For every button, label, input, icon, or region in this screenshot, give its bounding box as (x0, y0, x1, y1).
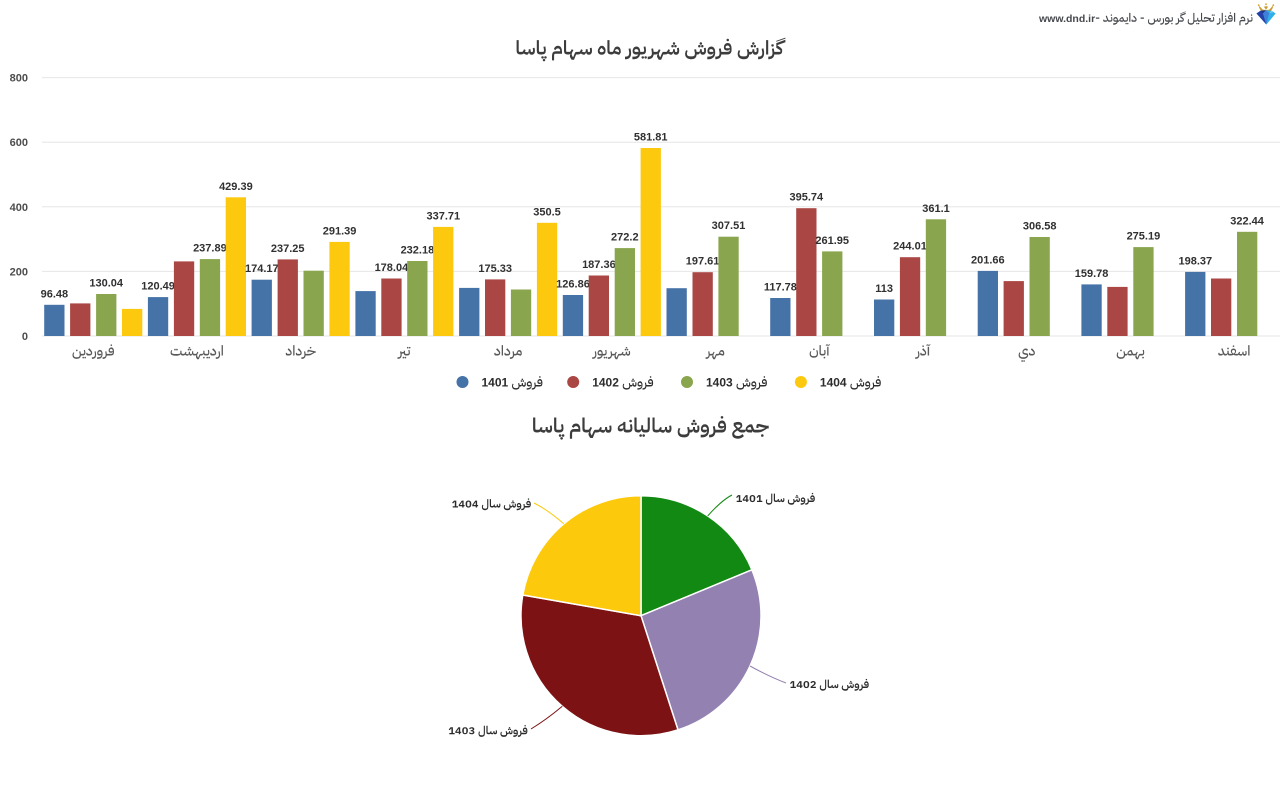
svg-text:159.78: 159.78 (1075, 268, 1109, 280)
svg-text:178.04: 178.04 (375, 262, 410, 274)
svg-text:126.86: 126.86 (556, 279, 590, 291)
svg-text:113: 113 (875, 283, 893, 295)
svg-text:130.04: 130.04 (89, 278, 124, 290)
svg-text:0: 0 (22, 331, 28, 343)
svg-text:1404: 1404 (820, 376, 847, 390)
svg-text:www.dnd.ir: www.dnd.ir (1038, 13, 1095, 25)
svg-text:237.25: 237.25 (271, 243, 305, 255)
svg-text:429.39: 429.39 (219, 181, 253, 193)
svg-text:120.49: 120.49 (141, 281, 175, 293)
svg-text:197.61: 197.61 (686, 256, 720, 268)
svg-text:1401: 1401 (482, 376, 509, 390)
svg-text:187.36: 187.36 (582, 259, 616, 271)
svg-text:237.89: 237.89 (193, 243, 227, 255)
svg-text:291.39: 291.39 (323, 225, 357, 237)
svg-text:174.17: 174.17 (245, 263, 279, 275)
svg-text:201.66: 201.66 (971, 254, 1005, 266)
svg-text:1402: 1402 (592, 376, 619, 390)
svg-text:232.18: 232.18 (401, 245, 435, 257)
svg-text:361.1: 361.1 (922, 203, 950, 215)
svg-text:322.44: 322.44 (1230, 215, 1265, 227)
svg-text:350.5: 350.5 (533, 206, 561, 218)
svg-text:244.01: 244.01 (893, 241, 927, 253)
svg-text:306.58: 306.58 (1023, 221, 1057, 233)
svg-text:175.33: 175.33 (478, 263, 512, 275)
svg-text:337.71: 337.71 (426, 210, 460, 222)
svg-text:117.78: 117.78 (764, 282, 797, 294)
svg-text:96.48: 96.48 (41, 288, 69, 300)
svg-text:307.51: 307.51 (712, 220, 746, 232)
svg-text:581.81: 581.81 (634, 132, 668, 144)
svg-text:600: 600 (10, 137, 28, 149)
svg-text:275.19: 275.19 (1127, 231, 1161, 243)
svg-text:261.95: 261.95 (815, 235, 849, 247)
svg-text:272.2: 272.2 (611, 232, 639, 244)
svg-text:800: 800 (10, 73, 28, 85)
svg-text:1403: 1403 (706, 376, 733, 390)
svg-text:198.37: 198.37 (1178, 255, 1212, 267)
svg-text:400: 400 (10, 202, 28, 214)
svg-text:395.74: 395.74 (789, 192, 824, 204)
svg-text:200: 200 (10, 266, 28, 278)
